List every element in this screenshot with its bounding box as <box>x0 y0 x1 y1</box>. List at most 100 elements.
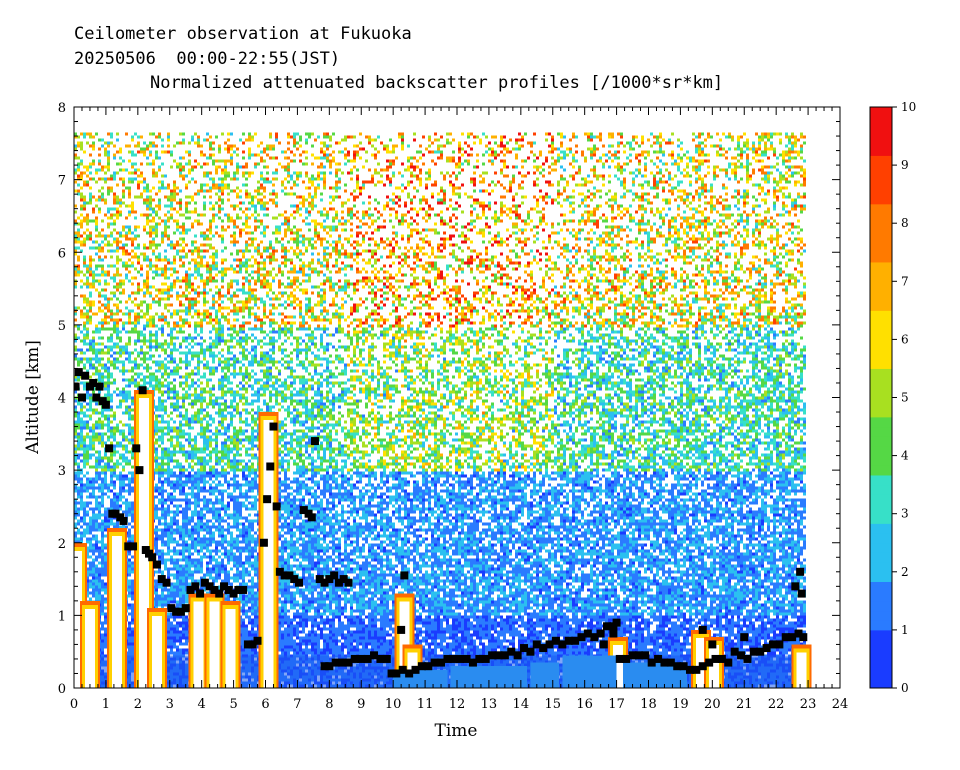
x-tick-label: 19 <box>672 697 689 712</box>
cloud-base-point <box>430 658 439 667</box>
cloud-base-point <box>320 662 329 671</box>
cloud-base-point <box>551 636 560 645</box>
x-tick-label: 23 <box>800 697 817 712</box>
y-tick-label: 1 <box>58 609 66 624</box>
cloud-base-point <box>775 640 784 649</box>
x-tick-label: 22 <box>768 697 785 712</box>
colorbar-segment <box>870 184 892 195</box>
cloud-base-point <box>275 567 284 576</box>
cloud-base-point <box>603 622 612 631</box>
cloud-base-point <box>331 658 340 667</box>
colorbar-segment <box>870 252 892 263</box>
colorbar-segment <box>870 416 892 428</box>
cloud-base-point <box>596 629 605 638</box>
cloud-base-point <box>692 665 701 674</box>
cloud-base-point <box>205 582 214 591</box>
cloud-base-point <box>612 618 621 627</box>
cloud-base-point <box>338 658 347 667</box>
cloud-base-point <box>344 658 353 667</box>
cloud-base-point <box>272 502 281 511</box>
cloud-base-point <box>266 462 275 471</box>
cloud-base-point <box>526 647 535 656</box>
cloud-base-point <box>307 513 316 522</box>
x-tick-label: 21 <box>736 697 753 712</box>
x-tick-label: 13 <box>481 697 498 712</box>
cloud-base-point <box>708 640 717 649</box>
cloud-base-point <box>532 640 541 649</box>
colorbar-segment <box>870 223 892 234</box>
colorbar-segment <box>870 484 892 495</box>
cloud-base-point <box>167 604 176 613</box>
cloud-base-point <box>481 654 490 663</box>
colorbar-segment <box>870 126 892 137</box>
colorbar: 0 1 2 3 4 5 6 7 8 9 10 <box>869 100 916 695</box>
cloud-base-point <box>666 658 675 667</box>
cloud-base-point <box>285 571 294 580</box>
colorbar-segment <box>870 523 892 534</box>
cloud-base-point <box>392 669 401 678</box>
backscatter-heatmap <box>74 132 812 688</box>
cloud-base-point <box>138 386 147 395</box>
colorbar-segment <box>870 513 892 524</box>
x-tick-label: 20 <box>704 697 721 712</box>
colorbar-segment <box>870 397 892 408</box>
cloud-base-point <box>507 647 516 656</box>
cloud-base-point <box>280 571 289 580</box>
colorbar-segment <box>870 320 892 331</box>
cloud-base-point <box>196 589 205 598</box>
cloud-base-point <box>615 654 624 663</box>
cloud-base-point <box>730 647 739 656</box>
cloud-base-point <box>387 669 396 678</box>
cloud-base-point <box>191 582 200 591</box>
cloud-base-point <box>350 654 359 663</box>
cloud-base-point <box>679 662 688 671</box>
cloud-base-point <box>599 640 608 649</box>
cloud-base-point <box>762 644 771 653</box>
cloud-base-point <box>417 662 426 671</box>
cloud-base-point <box>424 662 433 671</box>
cloud-base-point <box>577 633 586 642</box>
cloud-base-point <box>717 654 726 663</box>
cloud-base-point <box>172 607 181 616</box>
x-tick-label: 0 <box>70 697 78 712</box>
cloud-base-point <box>660 658 669 667</box>
cloud-base-point <box>475 654 484 663</box>
colorbar-segment <box>870 387 892 398</box>
colorbar-tick-label: 7 <box>901 274 909 288</box>
cloud-base-point <box>176 607 185 616</box>
axes: 0 1 2 3 4 5 6 7 8 9 10 11 12 13 14 15 16 17 18 19 20 21 22 23 24… <box>58 101 849 712</box>
cloud-base-point <box>794 629 803 638</box>
x-tick-label: 3 <box>166 697 174 712</box>
cloud-base-point <box>449 654 458 663</box>
cloud-base-point <box>101 400 110 409</box>
cloud-base-point <box>325 575 334 584</box>
colorbar-segment <box>870 639 892 650</box>
cloud-base-point <box>622 654 631 663</box>
cloud-base-point <box>310 437 319 446</box>
colorbar-segment <box>870 358 892 369</box>
x-tick-label: 17 <box>608 697 625 712</box>
colorbar-tick-label: 5 <box>901 391 909 405</box>
cloud-base-point <box>437 658 446 667</box>
cloud-base-point <box>583 629 592 638</box>
cloud-base-point <box>234 585 243 594</box>
cloud-base-point <box>344 578 353 587</box>
colorbar-segment <box>870 213 892 224</box>
x-tick-label: 16 <box>576 697 593 712</box>
colorbar-tick-label: 2 <box>901 565 909 579</box>
colorbar-segment <box>870 116 892 127</box>
cloud-base-point <box>791 582 800 591</box>
cloud-base-point <box>698 662 707 671</box>
cloud-base-point <box>181 604 190 613</box>
x-tick-label: 6 <box>261 697 269 712</box>
cloud-base-point <box>299 506 308 515</box>
cloud-base-point <box>382 654 391 663</box>
colorbar-segment <box>870 474 892 486</box>
x-tick-label: 24 <box>832 697 849 712</box>
cloud-base-point <box>781 633 790 642</box>
colorbar-segment <box>870 165 892 176</box>
cloud-base-point <box>397 625 406 634</box>
cloud-base-point <box>494 651 503 660</box>
cloud-base-point <box>737 651 746 660</box>
cloud-base-point <box>749 647 758 656</box>
